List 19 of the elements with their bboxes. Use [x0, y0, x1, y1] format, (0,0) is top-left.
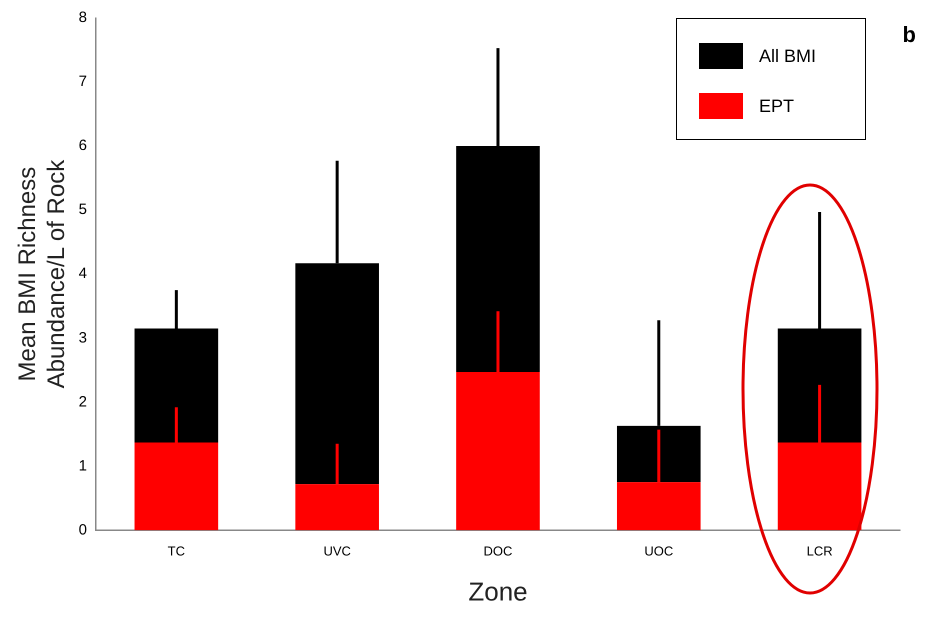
x-axis-title: Zone: [468, 576, 528, 607]
y-tick-label: 5: [78, 201, 87, 218]
legend-label: All BMI: [759, 46, 816, 66]
x-tick-label: TC: [168, 544, 186, 559]
y-tick-label: 2: [78, 393, 87, 410]
y-tick-label: 6: [78, 137, 87, 154]
y-tick-label: 1: [78, 457, 87, 474]
x-tick-label: DOC: [484, 544, 512, 559]
y-axis-title: Mean BMI Richness Abundance/L of Rock: [14, 158, 70, 388]
x-tick-label: UOC: [644, 544, 674, 559]
y-tick-label: 8: [78, 9, 87, 26]
x-tick-label: LCR: [806, 544, 833, 559]
y-tick-label: 0: [78, 521, 87, 538]
y-tick-label: 4: [78, 265, 87, 282]
text: b: [902, 22, 916, 48]
x-tick-label: UVC: [323, 544, 351, 559]
legend-label: EPT: [759, 96, 794, 116]
y-tick-label: 7: [78, 73, 87, 90]
y-tick-label: 3: [78, 329, 87, 346]
